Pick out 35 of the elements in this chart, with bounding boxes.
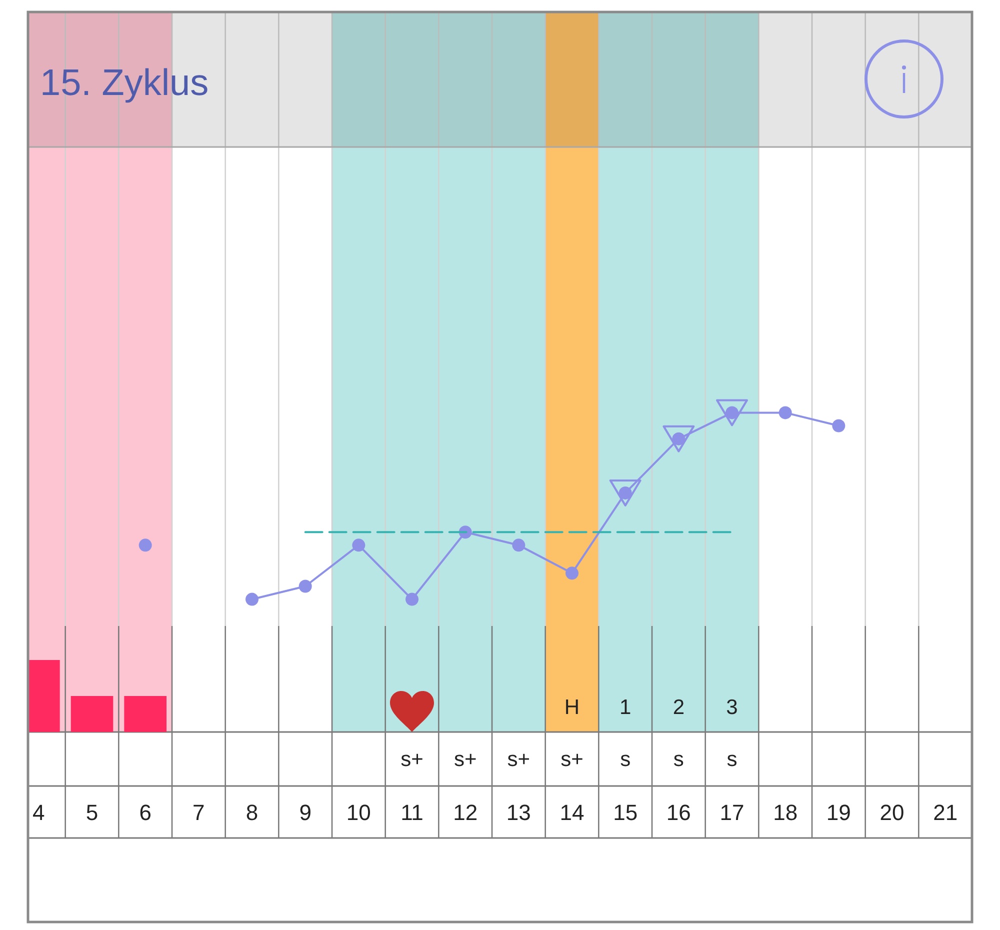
x-tick-label: 8: [246, 800, 258, 824]
x-tick-label: 14: [560, 800, 584, 824]
x-tick-label: 18: [773, 800, 798, 824]
x-tick-label: 11: [400, 800, 424, 824]
x-tick-label: 21: [933, 800, 958, 824]
point: [138, 538, 152, 552]
x-tick-label: 20: [880, 800, 904, 824]
x-tick-label: 4: [32, 800, 45, 824]
point: [778, 406, 792, 420]
point: [246, 592, 259, 606]
point: [406, 592, 419, 606]
x-tick-label: 5: [86, 800, 98, 824]
x-tick-label: 13: [506, 800, 531, 824]
x-tick-label: s+: [400, 748, 424, 770]
x-tick-label: 19: [826, 800, 851, 824]
chart-title: 15. Zyklus: [40, 62, 209, 103]
category-label: H s+: [560, 696, 584, 770]
point: [298, 580, 312, 593]
x-tick-label: s+: [507, 748, 530, 770]
point: [566, 566, 579, 580]
x-tick-label: 6: [139, 800, 152, 824]
x-tick-label: 17: [720, 800, 744, 824]
category-label: 1 s: [619, 696, 632, 770]
point: [512, 538, 526, 552]
x-tick-label: 7: [192, 800, 205, 824]
category-label: 3 s: [726, 696, 738, 770]
category-label: 2 s: [672, 696, 685, 770]
x-tick-label: 15: [613, 800, 638, 824]
x-tick-label: 12: [453, 800, 478, 824]
x-tick-label: 9: [299, 800, 312, 824]
x-tick-label: 10: [346, 800, 371, 824]
x-tick-label: 16: [666, 800, 691, 824]
x-tick-label: s+: [454, 748, 477, 770]
point: [352, 538, 366, 552]
point: [832, 419, 846, 432]
